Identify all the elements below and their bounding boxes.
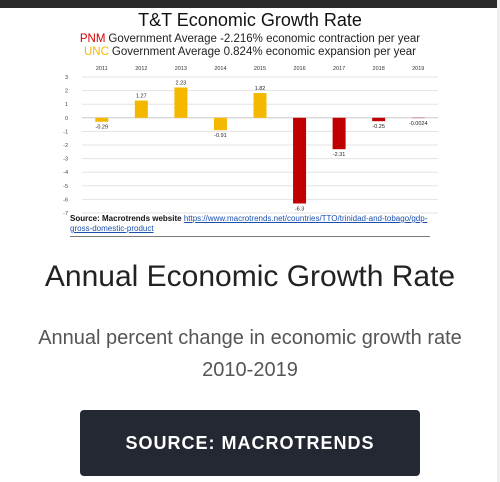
y-tick-label: -7	[63, 211, 68, 215]
bar	[213, 117, 227, 131]
x-tick-label: 2018	[373, 66, 385, 72]
party-label-pnm: PNM	[79, 33, 106, 45]
x-tick-label: 2015	[254, 66, 266, 72]
x-tick-label: 2012	[135, 66, 147, 72]
data-label: 1.27	[136, 94, 147, 100]
y-tick-label: 0	[65, 116, 68, 122]
bar	[134, 100, 148, 118]
data-label: -2.31	[333, 152, 346, 158]
top-bar	[0, 0, 500, 8]
source-link[interactable]: https://www.macrotrends.net/countries/TT…	[70, 214, 428, 233]
y-tick-label: 2	[65, 89, 68, 95]
party-label-unc: UNC	[83, 46, 109, 58]
y-tick-label: -1	[63, 129, 68, 135]
y-tick-label: -4	[63, 170, 68, 176]
data-label: 1.82	[255, 86, 266, 92]
bar	[95, 117, 109, 122]
chart-source: Source: Macrotrends website https://www.…	[70, 214, 430, 237]
data-label: -0.0024	[409, 121, 428, 127]
page-heading: Annual Economic Growth Rate	[44, 260, 456, 293]
scroll-edge	[497, 0, 500, 482]
bar	[293, 117, 307, 204]
page-description: Annual percent change in economic growth…	[38, 327, 462, 381]
subtitle-text-pnm: Government Average -2.216% economic cont…	[108, 33, 421, 45]
source-macrotrends-button[interactable]: SOURCE: MACROTRENDS	[80, 410, 420, 476]
bar	[372, 117, 386, 122]
y-tick-label: -5	[63, 184, 68, 190]
y-tick-label: -2	[63, 143, 68, 149]
x-tick-label: 2014	[214, 66, 226, 72]
chart-image: T&T Economic Growth Rate PNM Government A…	[40, 8, 460, 240]
chart-subtitle-unc: UNC Government Average 0.824% economic ex…	[40, 46, 460, 58]
bar	[332, 117, 346, 150]
y-tick-label: -6	[63, 197, 68, 203]
x-tick-label: 2011	[96, 66, 108, 72]
data-label: -0.25	[372, 124, 385, 130]
x-tick-label: 2016	[293, 66, 305, 72]
data-label: -0.91	[214, 133, 227, 139]
chart-subtitle-pnm: PNM Government Average -2.216% economic c…	[40, 33, 460, 45]
data-label: -0.29	[96, 125, 109, 131]
data-label: 2.23	[176, 80, 187, 86]
bar	[174, 87, 188, 118]
y-tick-label: 1	[65, 102, 68, 108]
source-label: Source: Macrotrends website	[70, 214, 182, 223]
bar	[253, 93, 267, 118]
x-tick-label: 2019	[412, 66, 424, 72]
x-tick-label: 2017	[333, 66, 345, 72]
data-label: -6.3	[295, 206, 304, 212]
subtitle-text-unc: Government Average 0.824% economic expan…	[111, 46, 416, 58]
source-divider	[70, 236, 430, 237]
bar-chart-plot: 3 2 1 0 -1 -2 -3 -4 -5 -6 -7 2011 -0.29 2012 1.27 2013 2…	[63, 66, 438, 215]
y-tick-label: 3	[65, 75, 68, 81]
x-tick-label: 2013	[175, 66, 187, 72]
y-tick-label: -3	[63, 157, 68, 163]
chart-title: T&T Economic Growth Rate	[138, 10, 362, 30]
